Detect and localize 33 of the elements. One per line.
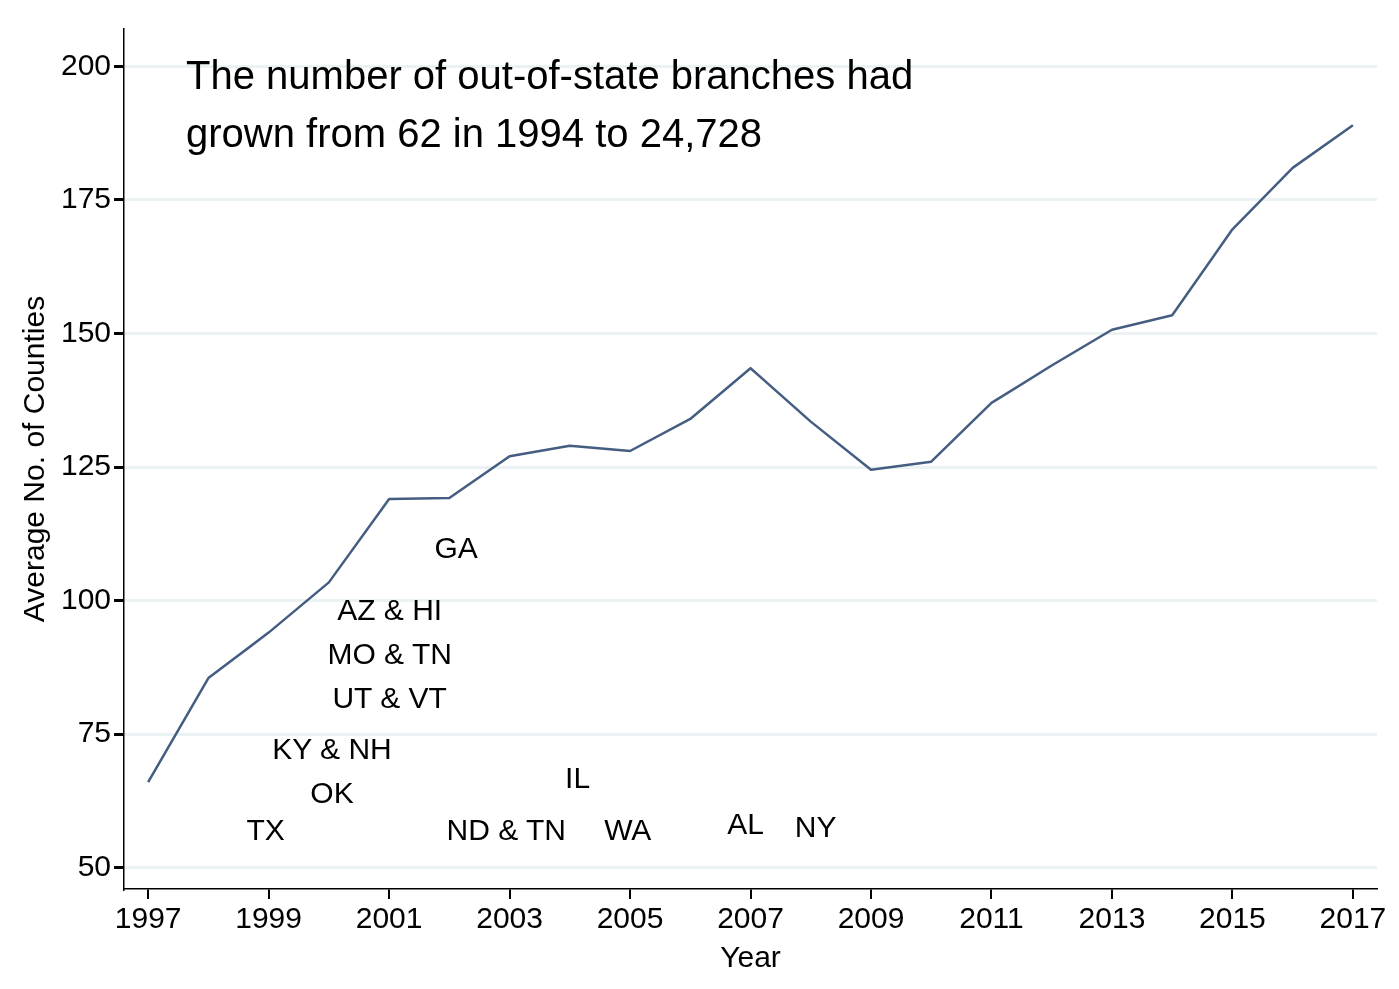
y-tick-label: 175 bbox=[60, 181, 112, 215]
annotation: AL bbox=[727, 807, 764, 841]
annotation: AZ & HI bbox=[337, 593, 443, 627]
y-tick-label: 100 bbox=[60, 581, 112, 615]
y-tick-label: 50 bbox=[77, 848, 112, 882]
x-tick-label: 2003 bbox=[476, 901, 543, 935]
x-tick-label: 2013 bbox=[1078, 901, 1146, 935]
annotation: The number of out-of-state branches had grown from 62 in 1994 to 24,728 bbox=[186, 53, 914, 155]
x-tick-label: 2009 bbox=[837, 901, 905, 935]
x-tick-label: 2017 bbox=[1319, 901, 1387, 935]
y-tick-label: 75 bbox=[77, 715, 112, 749]
annotation: TX bbox=[246, 812, 285, 846]
y-tick-label: 200 bbox=[60, 47, 112, 81]
annotation: MO & TN bbox=[327, 637, 452, 671]
x-tick-label: 1997 bbox=[114, 901, 182, 935]
x-tick-label: 2007 bbox=[717, 901, 784, 935]
x-axis-title: Year bbox=[720, 940, 781, 974]
annotation: NY bbox=[794, 810, 837, 844]
annotation: KY & NH bbox=[272, 731, 392, 765]
annotation: GA bbox=[434, 531, 478, 565]
x-tick-label: 2001 bbox=[355, 901, 423, 935]
annotation: UT & VT bbox=[332, 681, 447, 715]
x-tick-label: 2005 bbox=[596, 901, 664, 935]
y-axis-title: Average No. of Counties bbox=[17, 295, 51, 623]
x-tick-label: 2015 bbox=[1199, 901, 1266, 935]
annotation: OK bbox=[310, 775, 354, 809]
annotation: ND & TN bbox=[446, 812, 566, 846]
y-tick-label: 125 bbox=[60, 448, 112, 482]
x-tick-label: 1999 bbox=[235, 901, 302, 935]
x-tick-label: 2011 bbox=[959, 901, 1024, 935]
y-tick-label: 150 bbox=[60, 314, 112, 348]
annotation: IL bbox=[565, 761, 591, 795]
annotation: WA bbox=[604, 812, 652, 846]
